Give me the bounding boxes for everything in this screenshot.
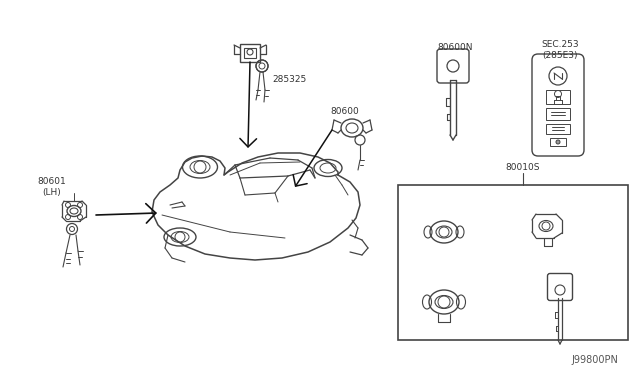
Bar bbox=[240, 44, 260, 62]
Bar bbox=[546, 90, 570, 104]
Text: 80601
(LH): 80601 (LH) bbox=[38, 177, 67, 197]
Circle shape bbox=[556, 140, 560, 144]
Bar bbox=[244, 48, 256, 58]
Text: 80600: 80600 bbox=[330, 108, 359, 116]
Text: J99800PN: J99800PN bbox=[571, 355, 618, 365]
Text: 80010S: 80010S bbox=[506, 163, 540, 171]
Bar bbox=[550, 138, 566, 146]
Text: 285325: 285325 bbox=[272, 76, 307, 84]
Text: SEC.253
(285E3): SEC.253 (285E3) bbox=[541, 40, 579, 60]
Bar bbox=[398, 185, 628, 340]
Bar bbox=[546, 108, 570, 120]
Text: 80600N: 80600N bbox=[437, 44, 473, 52]
Bar bbox=[546, 124, 570, 134]
